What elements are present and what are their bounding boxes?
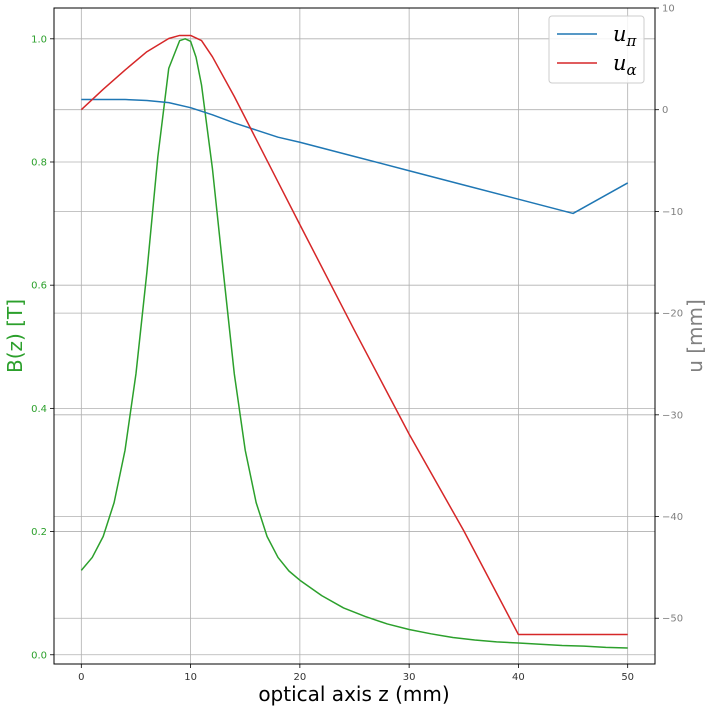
- y-left-tick-label: 0.8: [31, 157, 47, 168]
- y-left-tick-label: 0.2: [31, 527, 47, 538]
- legend-base-u-alpha: u: [613, 51, 627, 75]
- y-right-tick-label: 10: [662, 4, 675, 15]
- x-tick-label: 0: [78, 672, 84, 683]
- y-right-tick-label: −10: [662, 207, 683, 218]
- x-tick-label: 40: [512, 672, 525, 683]
- left-axis-label: B(z) [T]: [3, 299, 27, 373]
- y-right-tick-label: −40: [662, 512, 683, 523]
- x-tick-label: 50: [621, 672, 634, 683]
- series-layer: [80, 34, 629, 649]
- y-right-tick-label: −50: [662, 614, 683, 625]
- y-left-tick-label: 1.0: [31, 34, 47, 45]
- y-right-tick-label: 0: [662, 105, 668, 116]
- legend: uπ uα: [548, 15, 645, 84]
- legend-sub-u-alpha: α: [627, 61, 637, 79]
- y-left-tick-label: 0.4: [31, 404, 47, 415]
- series-line-u-pi: [81, 98, 629, 215]
- legend-sub-u-pi: π: [626, 32, 638, 50]
- right-axis-label: u [mm]: [683, 299, 707, 373]
- series-line-b-field: [80, 38, 628, 649]
- legend-box: [548, 15, 645, 84]
- legend-base-u-pi: u: [613, 22, 627, 46]
- ticks: 0 10 20 30 40 50 0.0 0.2 0.4 0.6 0.8 1.0 10 0 −10 −20 −3…: [31, 4, 683, 684]
- series-line-u-alpha: [80, 34, 628, 636]
- y-right-tick-label: −30: [662, 410, 683, 421]
- plot-area: [54, 8, 655, 664]
- x-axis-label: optical axis z (mm): [258, 682, 449, 706]
- x-tick-label: 30: [403, 672, 416, 683]
- y-left-tick-label: 0.0: [31, 650, 47, 661]
- legend-label-u-alpha: uα: [613, 51, 637, 79]
- plot-frame: [53, 7, 656, 665]
- y-right-tick-label: −20: [662, 309, 683, 320]
- x-tick-label: 10: [184, 672, 197, 683]
- legend-label-u-pi: uπ: [613, 22, 638, 50]
- y-left-tick-label: 0.6: [31, 281, 47, 292]
- x-tick-label: 20: [293, 672, 306, 683]
